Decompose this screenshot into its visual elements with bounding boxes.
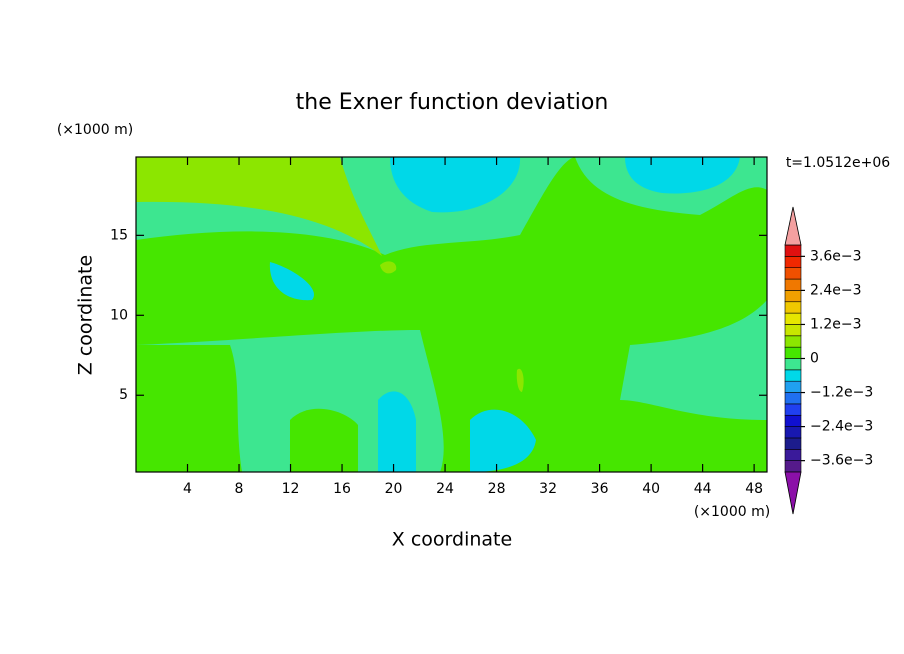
contour-region [136,157,382,256]
chart-title: the Exner function deviation [296,90,609,115]
colorbar-box [784,380,802,393]
y-tick-label: 15 [110,227,128,243]
colorbar-tick-label: 1.2e−3 [810,316,862,332]
x-tick-label: 20 [385,481,403,497]
colorbar-tick-label: −2.4e−3 [810,419,873,435]
colorbar-tick-label: 0 [810,351,819,367]
contour-region [470,409,536,472]
colorbar-box [784,414,802,427]
colorbar-box [784,324,802,337]
x-tick-label: 40 [642,481,660,497]
contour-region [136,345,242,472]
colorbar-box [784,426,802,439]
x-unit: (×1000 m) [694,504,770,520]
colorbar-box [784,301,802,314]
colorbar-box [784,290,802,303]
contour-region [380,261,397,274]
x-tick-label: 12 [282,481,300,497]
colorbar-box [784,358,802,371]
colorbar-box [784,267,802,280]
x-tick-label: 36 [591,481,609,497]
colorbar-tick-label: −1.2e−3 [810,385,873,401]
x-tick-label: 8 [235,481,244,497]
colorbar-box [784,346,802,359]
contour-region [269,262,314,301]
colorbar-box [784,256,802,269]
colorbar-box [784,460,802,473]
colorbar-tick-label: −3.6e−3 [810,453,873,469]
x-tick-label: 44 [694,481,712,497]
colorbar-box [784,312,802,325]
x-tick-label: 32 [539,481,557,497]
colorbar-box [784,244,802,257]
contour-region [516,368,524,392]
colorbar-tick-label: 3.6e−3 [810,248,862,264]
x-tick-label: 4 [183,481,192,497]
colorbar-box [784,278,802,291]
colorbar-under [784,471,802,515]
time-annotation: t=1.0512e+06 [786,155,890,171]
y-tick-label: 10 [110,307,128,323]
x-tick-label: 16 [333,481,351,497]
contour-region [136,157,767,472]
contour-region [378,391,416,472]
y-axis-label: Z coordinate [75,255,97,375]
contour-region [290,408,358,472]
x-tick-label: 28 [488,481,506,497]
contour-field [136,157,767,472]
contour-region [390,157,521,213]
x-tick-label: 24 [436,481,454,497]
colorbar-box [784,392,802,405]
y-unit: (×1000 m) [57,122,133,138]
plot-frame [135,156,768,473]
colorbar-box [784,448,802,461]
colorbar-box [784,437,802,450]
colorbar-box [784,335,802,348]
x-tick-label: 48 [745,481,763,497]
contour-region [625,157,740,194]
x-axis-label: X coordinate [392,529,512,551]
y-tick-label: 5 [119,387,128,403]
colorbar-tick-label: 2.4e−3 [810,282,862,298]
colorbar-box [784,369,802,382]
colorbar-box [784,403,802,416]
colorbar-over [784,206,802,246]
